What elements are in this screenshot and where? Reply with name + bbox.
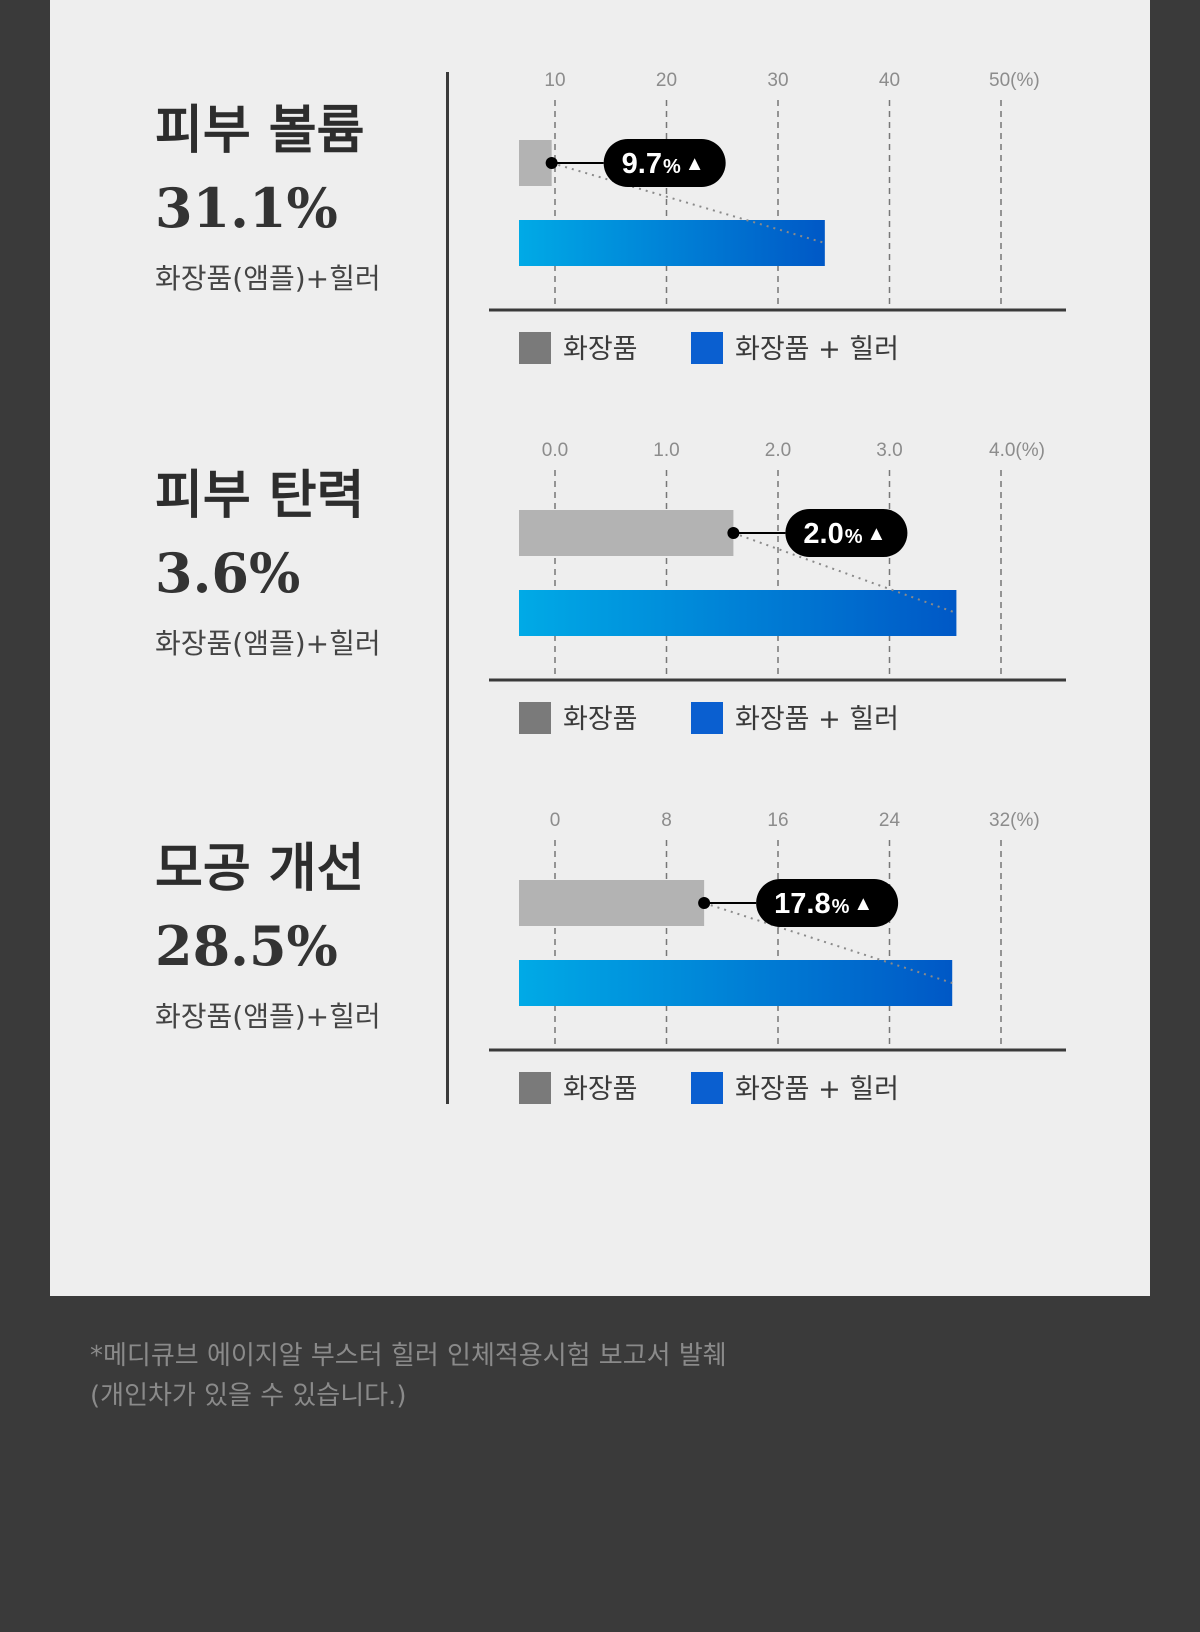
- footnote-line: (개인차가 있을 수 있습니다.): [90, 1381, 407, 1411]
- callout-dot: [727, 527, 740, 539]
- callout-badge: [785, 509, 908, 557]
- bar-cosmetic-healer: [519, 960, 953, 1006]
- legend-label-cosmetic-healer: 화장품 + 힐러: [735, 704, 899, 735]
- legend-swatch-cosmetic-healer: [691, 702, 723, 734]
- bar-cosmetic-healer: [519, 590, 957, 636]
- vertical-divider: [446, 72, 449, 1104]
- tick-label: 2.0: [765, 440, 791, 461]
- bar-cosmetic: [519, 510, 734, 556]
- pore-chart: 0 8 16 24 32(%) 17.8% ▲ 화장품 화장품 + 힐러: [489, 810, 1066, 1105]
- connector-dotted: [733, 532, 957, 614]
- callout-badge: [603, 139, 726, 187]
- volume-chart: 10 20 30 40 50(%) 9.7% ▲ 화장품 화장품 + 힐러: [489, 70, 1066, 365]
- tick-label: 32(%): [989, 810, 1040, 831]
- legend-label-cosmetic: 화장품: [563, 704, 638, 735]
- tick-label: 1.0: [653, 440, 679, 461]
- legend-swatch-cosmetic-healer: [691, 332, 723, 364]
- callout-text: 9.7% ▲: [622, 148, 705, 180]
- tick-label: 50(%): [989, 70, 1040, 91]
- legend-label-cosmetic-healer: 화장품 + 힐러: [735, 334, 899, 365]
- tick-label: 16: [767, 810, 788, 831]
- legend-label-cosmetic: 화장품: [563, 1074, 638, 1105]
- callout-text: 2.0% ▲: [803, 518, 886, 550]
- section-value: 28.5%: [155, 914, 338, 978]
- callout-dot: [545, 157, 558, 169]
- legend-swatch-cosmetic: [519, 332, 551, 364]
- legend-swatch-cosmetic: [519, 702, 551, 734]
- tick-label: 10: [544, 70, 565, 91]
- content-panel: [50, 0, 1150, 1296]
- legend-swatch-cosmetic: [519, 1072, 551, 1104]
- legend-label-cosmetic: 화장품: [563, 334, 638, 365]
- section-elasticity: 피부 탄력 3.6% 화장품(앰플)+힐러: [155, 470, 381, 658]
- elasticity-chart: 0.0 1.0 2.0 3.0 4.0(%) 2.0% ▲ 화장품 화장품 + 힐러: [489, 440, 1066, 735]
- connector-dotted: [703, 902, 953, 984]
- bar-cosmetic: [519, 880, 705, 926]
- section-volume: 피부 볼륨 31.1% 화장품(앰플)+힐러: [155, 105, 381, 293]
- section-description: 화장품(앰플)+힐러: [155, 1000, 381, 1033]
- tick-label: 0.0: [542, 440, 568, 461]
- tick-label: 8: [661, 810, 672, 831]
- callout-dot: [698, 897, 711, 909]
- section-pore: 모공 개선 28.5% 화장품(앰플)+힐러: [155, 843, 381, 1031]
- footnote-line: *메디큐브 에이지알 부스터 힐러 인체적용시험 보고서 발췌: [90, 1341, 727, 1371]
- section-description: 화장품(앰플)+힐러: [155, 627, 381, 660]
- legend-label-cosmetic-healer: 화장품 + 힐러: [735, 1074, 899, 1105]
- tick-label: 24: [879, 810, 901, 831]
- tick-label: 3.0: [876, 440, 902, 461]
- tick-label: 20: [656, 70, 677, 91]
- tick-label: 30: [767, 70, 788, 91]
- tick-label: 40: [879, 70, 900, 91]
- footnote: *메디큐브 에이지알 부스터 힐러 인체적용시험 보고서 발췌 (개인차가 있을…: [90, 1336, 727, 1416]
- section-value: 31.1%: [155, 176, 338, 240]
- tick-label: 0: [550, 810, 561, 831]
- section-description: 화장품(앰플)+힐러: [155, 262, 381, 295]
- section-value: 3.6%: [155, 541, 301, 605]
- section-title: 모공 개선: [155, 839, 365, 899]
- callout-text: 17.8% ▲: [774, 888, 873, 920]
- tick-label: 4.0(%): [989, 440, 1045, 461]
- section-title: 피부 볼륨: [155, 101, 365, 161]
- section-title: 피부 탄력: [155, 466, 365, 526]
- callout-badge: [756, 879, 899, 927]
- legend-swatch-cosmetic-healer: [691, 1072, 723, 1104]
- bar-cosmetic-healer: [519, 220, 825, 266]
